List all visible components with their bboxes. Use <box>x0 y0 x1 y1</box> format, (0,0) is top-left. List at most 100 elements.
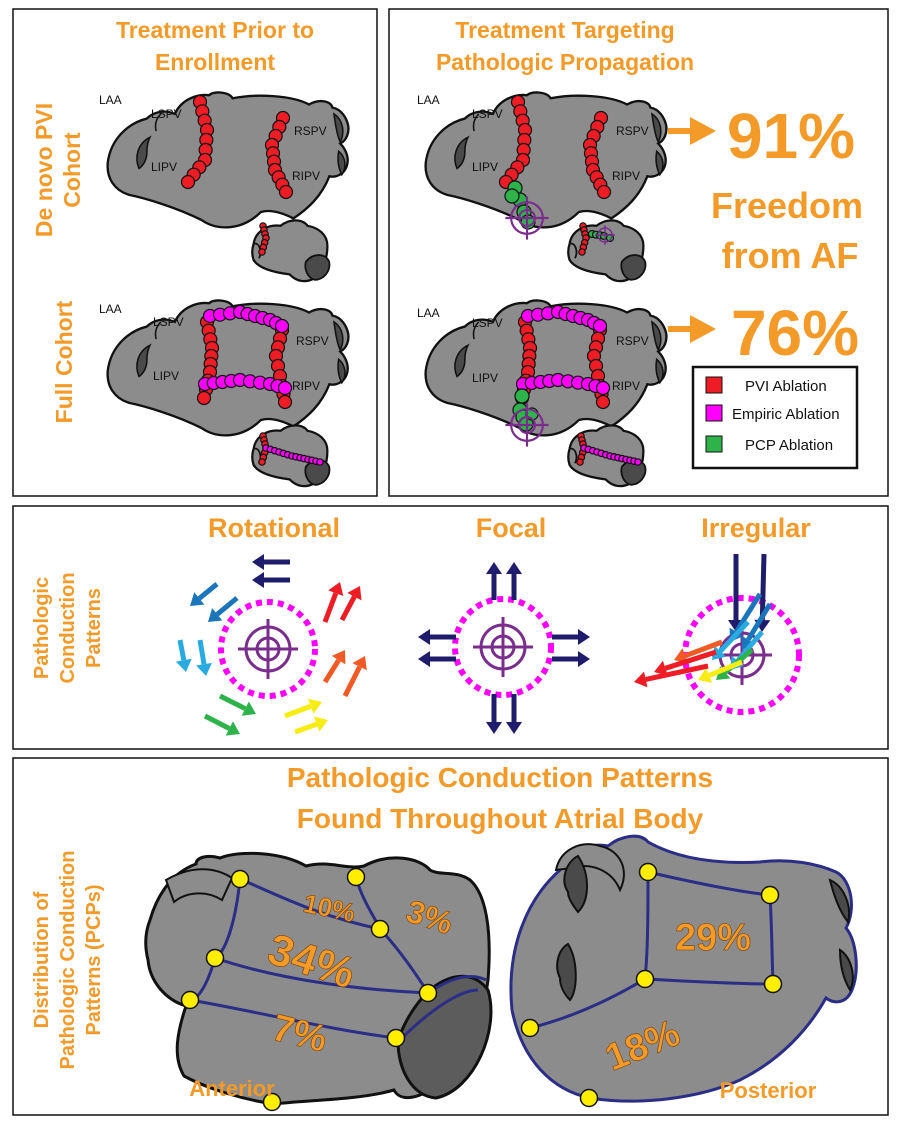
pvi-lesion <box>196 390 212 406</box>
focal-arrow-head <box>486 722 502 734</box>
lspv-label: LSPV <box>472 107 503 121</box>
ripv-label: RIPV <box>612 169 640 183</box>
pvi-lesion <box>180 174 196 190</box>
lipv-label: LIPV <box>472 371 498 385</box>
result-text-line2: from AF <box>722 235 859 276</box>
pvi-lesion <box>576 458 584 466</box>
rotational-arrow-head <box>347 586 362 601</box>
rotational-arrow <box>339 595 357 622</box>
focal-arrow-head <box>418 629 430 645</box>
focal-ring <box>452 596 554 698</box>
pattern-focal-label: Focal <box>476 513 547 543</box>
irregular-arrow <box>645 663 709 682</box>
region-marker <box>262 1092 282 1112</box>
legend-pcp-label: PCP Ablation <box>745 437 833 454</box>
posterior-label: Posterior <box>720 1078 817 1103</box>
irregular-arrow-head <box>634 671 648 688</box>
rotational-arrow-head <box>196 662 212 676</box>
region-marker <box>205 948 225 968</box>
rotational-arrow-head <box>352 656 367 671</box>
irregular-arrow <box>759 553 767 621</box>
pvi-lesion <box>595 394 611 410</box>
ripv-label: RIPV <box>612 379 640 393</box>
pvi-lesion <box>596 184 612 200</box>
lipv-label: LIPV <box>151 160 177 174</box>
conduction-arrows <box>175 553 773 736</box>
result-arrow-denovo <box>668 117 716 145</box>
irregular-arrow-head <box>654 660 668 676</box>
rotational-arrow-head <box>252 572 264 588</box>
laa-label: LAA <box>99 302 122 316</box>
irregular-arrow-head <box>698 668 713 683</box>
rotational-arrow <box>342 665 362 698</box>
pcp-lesion <box>504 188 520 204</box>
rotational-arrow <box>294 721 318 735</box>
region-marker <box>760 885 780 905</box>
legend-pcp-swatch <box>705 435 723 453</box>
atrium-denovo-targeted <box>424 91 668 283</box>
rotational-arrow-head <box>241 701 256 716</box>
ripv-label: RIPV <box>292 379 320 393</box>
region-marker <box>346 867 366 887</box>
rotational-target <box>236 617 300 681</box>
legend-empiric-label: Empiric Ablation <box>732 406 840 423</box>
region-marker <box>230 869 250 889</box>
lspv-label: LSPV <box>151 107 182 121</box>
pcp-lesion <box>514 388 530 404</box>
rotational-arrow <box>215 596 239 617</box>
rspv-label: RSPV <box>616 124 649 138</box>
irregular-arrow <box>684 639 723 659</box>
panel-b-label-line2: Conduction <box>57 572 79 683</box>
region-marker <box>579 1088 599 1108</box>
rotational-arrow-head <box>307 698 322 714</box>
pvi-lesion <box>277 394 293 410</box>
region-marker <box>386 1028 406 1048</box>
legend-pvi-swatch <box>705 376 723 394</box>
rotational-arrow-head <box>331 650 346 665</box>
rspv-label: RSPV <box>294 124 327 138</box>
empiric-lesion <box>274 318 290 334</box>
region-markers <box>180 862 783 1112</box>
rotational-arrow-head <box>328 582 344 597</box>
row2-label: Full Cohort <box>51 300 77 423</box>
rspv-label: RSPV <box>296 334 329 348</box>
irregular-arrow-head <box>712 645 727 660</box>
panel-c-label-line1: Distribution of <box>31 891 53 1028</box>
focal-arrow-head <box>506 722 522 734</box>
pvi-lesion <box>578 248 586 256</box>
region-marker <box>180 990 200 1010</box>
lipv-label: LIPV <box>472 160 498 174</box>
empiric-lesion <box>277 380 293 396</box>
col2-title-line1: Treatment Targeting <box>455 17 674 43</box>
col1-title-line1: Treatment Prior to <box>116 17 314 43</box>
anterior-label: Anterior <box>189 1076 275 1101</box>
legend-pvi-label: PVI Ablation <box>745 378 827 395</box>
lspv-label: LSPV <box>153 315 184 329</box>
empiric-lesion <box>634 458 642 466</box>
panel-c-title-line2: Found Throughout Atrial Body <box>297 803 704 834</box>
laa-label: LAA <box>417 93 440 107</box>
region-marker <box>638 862 658 882</box>
irregular-arrow <box>734 592 763 634</box>
panel-a-right-border <box>388 8 889 497</box>
focal-arrow-head <box>578 629 590 645</box>
row1-label-line1: De novo PVI <box>31 103 57 237</box>
panel-c-border <box>12 757 889 1116</box>
focal-arrow-head <box>578 651 590 667</box>
rotational-ring <box>218 599 318 699</box>
result-denovo-value: 91% <box>727 100 855 172</box>
lspv-label: LSPV <box>472 316 503 330</box>
panel-b-border <box>12 505 889 750</box>
focal-target <box>471 615 535 679</box>
region-marker <box>635 969 655 989</box>
laa-label: LAA <box>99 93 122 107</box>
rotational-arrow-head <box>208 608 223 622</box>
irregular-arrow-head <box>741 635 756 650</box>
rotational-arrow <box>197 582 219 601</box>
empiric-lesion <box>592 318 608 334</box>
panel-c-title-line1: Pathologic Conduction Patterns <box>287 762 713 793</box>
rotational-arrow <box>322 658 341 684</box>
panel-c-label-line2: Pathologic Conduction <box>57 851 79 1070</box>
posterior-upper-percent: 29% <box>675 917 751 959</box>
panel-c-label-line3: Patterns (PCPs) <box>83 884 105 1035</box>
